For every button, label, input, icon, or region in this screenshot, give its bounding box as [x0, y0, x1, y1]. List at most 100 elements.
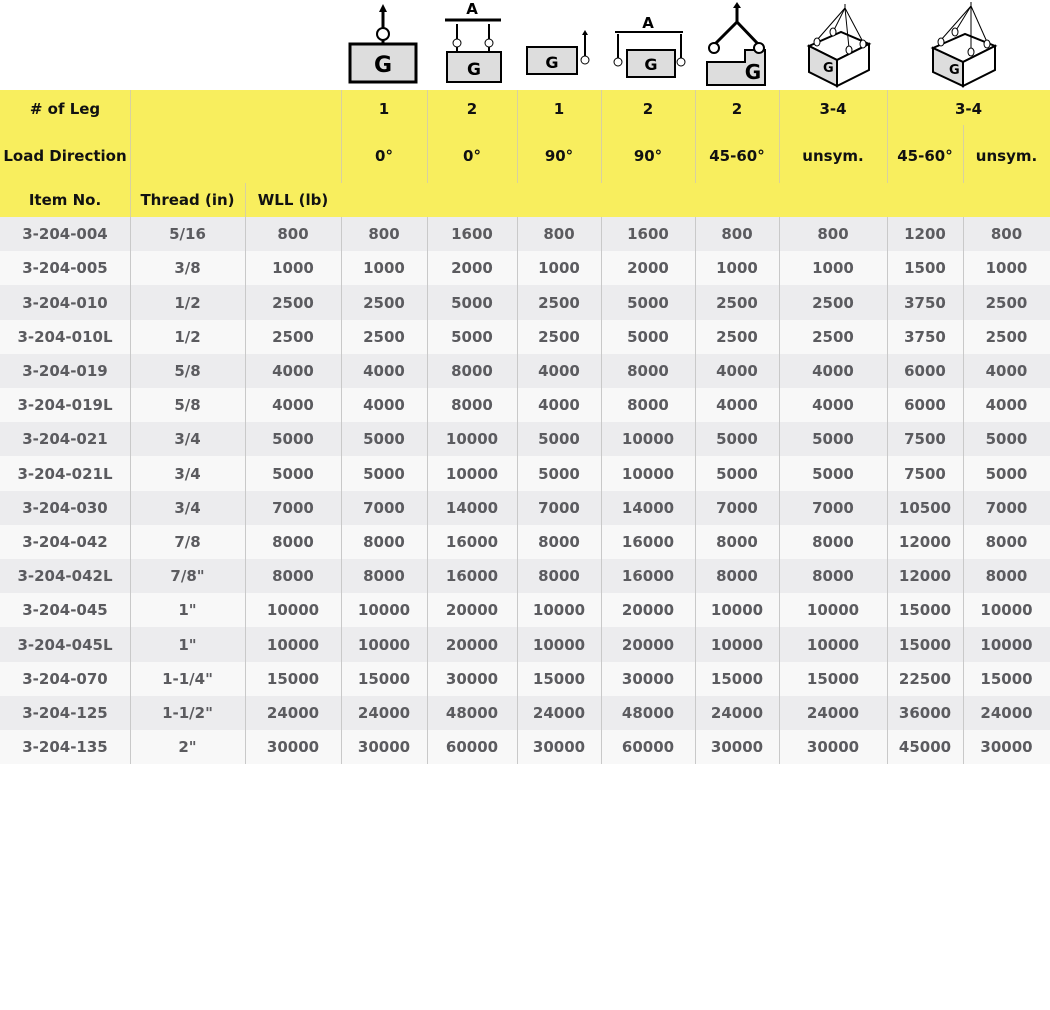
table-cell: 14000	[601, 491, 695, 525]
table-cell: 7500	[887, 456, 963, 491]
table-cell: 1500	[887, 251, 963, 285]
table-cell: 24000	[695, 696, 779, 730]
table-cell: 5000	[963, 422, 1050, 456]
table-cell: 10000	[601, 422, 695, 456]
table-cell: 1000	[963, 251, 1050, 285]
divider	[779, 217, 780, 764]
svg-text:G: G	[374, 53, 392, 78]
table-cell: 22500	[887, 662, 963, 696]
table-cell: 36000	[887, 696, 963, 730]
table-cell: 20000	[427, 593, 517, 627]
table-cell: 7/8"	[130, 559, 245, 593]
table-cell: 6000	[887, 388, 963, 422]
table-cell: 4000	[245, 388, 341, 422]
divider	[245, 183, 246, 217]
table-cell: 10000	[341, 593, 427, 627]
divider	[963, 125, 964, 183]
direction-value: 0°	[341, 128, 427, 183]
table-cell: 2500	[517, 320, 601, 354]
table-cell: 7000	[963, 491, 1050, 525]
table-cell: 1"	[130, 627, 245, 662]
svg-text:G: G	[644, 55, 657, 74]
svg-text:A: A	[642, 14, 654, 32]
multi-leg-unsymmetric-icon: G	[779, 0, 887, 90]
item-number: 3-204-019L	[0, 388, 130, 422]
single-leg-vertical-icon: G	[341, 0, 427, 90]
table-cell: 24000	[779, 696, 887, 730]
table-cell: 10000	[517, 627, 601, 662]
divider	[601, 90, 602, 183]
table-cell: 15000	[245, 662, 341, 696]
table-cell: 3750	[887, 285, 963, 320]
table-cell: 30000	[695, 730, 779, 764]
item-number: 3-204-019	[0, 354, 130, 388]
table-cell: 5000	[427, 320, 517, 354]
table-cell: 20000	[601, 627, 695, 662]
table-cell: 800	[341, 217, 427, 251]
table-cell: 6000	[887, 354, 963, 388]
table-cell: 15000	[779, 662, 887, 696]
table-cell: 5/8	[130, 388, 245, 422]
table-cell: 4000	[779, 354, 887, 388]
item-number: 3-204-070	[0, 662, 130, 696]
direction-label: Load Direction	[0, 128, 130, 183]
two-leg-angled-icon: G	[695, 0, 779, 90]
svg-text:G: G	[467, 60, 481, 80]
table-cell: 8000	[963, 559, 1050, 593]
item-number: 3-204-010	[0, 285, 130, 320]
divider	[517, 90, 518, 183]
table-cell: 1/2	[130, 320, 245, 354]
table-cell: 5000	[517, 456, 601, 491]
table-cell: 10000	[245, 593, 341, 627]
table-cell: 800	[695, 217, 779, 251]
table-cell: 8000	[517, 525, 601, 559]
table-cell: 5000	[601, 285, 695, 320]
divider	[427, 90, 428, 183]
legs-label: # of Leg	[0, 90, 130, 128]
table-cell: 4000	[963, 354, 1050, 388]
table-cell: 20000	[427, 627, 517, 662]
table-cell: 5000	[601, 320, 695, 354]
table-cell: 8000	[245, 559, 341, 593]
table-cell: 2500	[341, 320, 427, 354]
table-cell: 15000	[887, 593, 963, 627]
table-cell: 7000	[245, 491, 341, 525]
divider	[427, 217, 428, 764]
table-cell: 1000	[695, 251, 779, 285]
table-cell: 8000	[695, 559, 779, 593]
legs-value: 2	[601, 90, 695, 128]
table-cell: 10000	[517, 593, 601, 627]
table-cell: 4000	[963, 388, 1050, 422]
table-cell: 10000	[427, 422, 517, 456]
table-cell: 800	[779, 217, 887, 251]
table-cell: 60000	[601, 730, 695, 764]
item-label: Item No.	[0, 183, 130, 217]
table-cell: 3/8	[130, 251, 245, 285]
table-cell: 16000	[601, 525, 695, 559]
table-cell: 2500	[517, 285, 601, 320]
table-cell: 2500	[341, 285, 427, 320]
table-cell: 15000	[963, 662, 1050, 696]
table-cell: 2500	[245, 285, 341, 320]
table-cell: 8000	[427, 354, 517, 388]
table-cell: 7000	[695, 491, 779, 525]
table-cell: 5000	[695, 456, 779, 491]
table-cell: 45000	[887, 730, 963, 764]
item-number: 3-204-125	[0, 696, 130, 730]
table-cell: 10000	[601, 456, 695, 491]
table-cell: 10000	[963, 627, 1050, 662]
table-cell: 3/4	[130, 491, 245, 525]
item-number: 3-204-005	[0, 251, 130, 285]
divider	[779, 90, 780, 183]
table-cell: 3750	[887, 320, 963, 354]
svg-text:A: A	[466, 0, 478, 18]
table-cell: 1-1/2"	[130, 696, 245, 730]
table-cell: 4000	[779, 388, 887, 422]
table-cell: 8000	[341, 525, 427, 559]
table-cell: 8000	[963, 525, 1050, 559]
table-cell: 4000	[695, 354, 779, 388]
table-cell: 800	[517, 217, 601, 251]
divider	[887, 217, 888, 764]
table-cell: 7000	[341, 491, 427, 525]
